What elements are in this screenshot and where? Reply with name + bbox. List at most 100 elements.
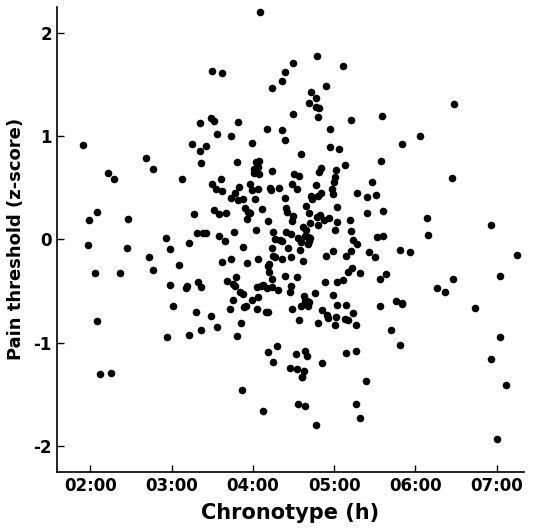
Point <box>250 165 259 173</box>
Point <box>304 297 313 306</box>
Point <box>398 140 406 148</box>
Point <box>311 288 319 297</box>
Point <box>496 272 504 281</box>
Point <box>294 400 302 408</box>
Point <box>313 213 321 221</box>
Point <box>212 130 221 138</box>
Point <box>317 189 325 197</box>
Point <box>190 210 199 218</box>
Point <box>215 231 223 240</box>
Point <box>264 307 273 316</box>
Point <box>262 307 270 316</box>
Point <box>298 373 306 381</box>
Point <box>311 94 320 102</box>
Point <box>213 322 221 331</box>
Point <box>305 234 314 242</box>
Point <box>149 165 157 173</box>
Point <box>304 209 313 218</box>
Point <box>377 157 385 165</box>
Point <box>372 191 380 200</box>
Point <box>274 184 283 192</box>
Point <box>333 218 342 226</box>
Point <box>283 244 292 253</box>
Point <box>297 302 306 311</box>
Point <box>349 308 357 317</box>
Point <box>333 301 341 310</box>
Point <box>255 8 264 16</box>
Point <box>281 227 290 236</box>
Point <box>314 112 322 121</box>
Point <box>330 173 339 181</box>
Point <box>231 273 240 281</box>
Point <box>326 125 335 134</box>
Point <box>342 349 350 357</box>
Point <box>276 236 284 245</box>
Point <box>217 258 226 266</box>
Point <box>294 234 303 242</box>
Point <box>268 282 277 291</box>
Point <box>486 355 495 363</box>
Point <box>254 163 262 171</box>
Point <box>211 185 220 193</box>
Point <box>344 316 352 324</box>
Point <box>368 178 376 187</box>
Point <box>236 288 244 296</box>
Point <box>352 321 361 330</box>
Point <box>184 331 193 339</box>
Point <box>229 228 238 237</box>
Point <box>378 112 386 120</box>
Point <box>301 347 309 355</box>
Point <box>324 214 333 222</box>
Point <box>201 142 210 151</box>
Point <box>287 229 295 238</box>
Point <box>295 316 304 325</box>
Point <box>295 245 304 254</box>
Point <box>329 291 338 299</box>
Point <box>373 233 381 242</box>
Point <box>312 421 320 429</box>
Point <box>281 204 290 212</box>
Point <box>287 253 295 261</box>
Point <box>182 284 190 293</box>
Point <box>271 235 279 243</box>
Point <box>353 189 361 198</box>
Point <box>144 253 153 261</box>
Point <box>301 232 309 240</box>
Point <box>218 187 227 196</box>
Point <box>252 226 260 234</box>
Point <box>244 208 252 216</box>
Point <box>175 261 184 270</box>
Point <box>332 166 341 174</box>
Point <box>341 161 349 169</box>
Point <box>268 275 277 283</box>
Point <box>289 170 298 178</box>
Point <box>243 259 252 267</box>
Point <box>286 287 295 296</box>
Point <box>263 125 271 134</box>
Point <box>362 377 370 385</box>
Point <box>207 312 215 321</box>
Point <box>303 352 311 360</box>
Point <box>202 229 211 237</box>
Point <box>95 370 104 378</box>
Point <box>228 280 237 288</box>
Point <box>363 192 372 201</box>
Point <box>249 169 258 177</box>
Point <box>274 285 282 294</box>
Point <box>293 184 302 193</box>
Point <box>303 297 311 305</box>
Point <box>188 140 197 148</box>
Point <box>183 281 191 290</box>
Point <box>248 138 256 147</box>
Point <box>308 195 316 203</box>
Point <box>177 175 186 183</box>
Point <box>233 118 242 127</box>
Point <box>392 297 401 305</box>
Point <box>281 68 289 76</box>
Point <box>161 234 170 243</box>
Point <box>286 364 295 372</box>
Point <box>239 290 247 298</box>
Point <box>192 229 201 237</box>
Point <box>333 203 341 211</box>
Point <box>322 252 330 260</box>
